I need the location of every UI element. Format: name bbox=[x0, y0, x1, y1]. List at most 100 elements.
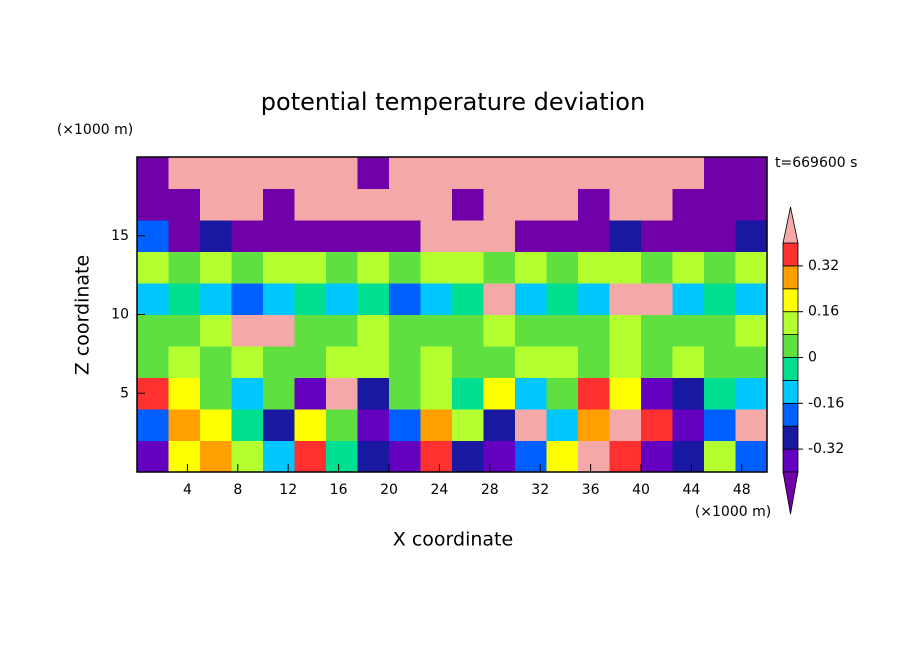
colorbar-tick-label: -0.32 bbox=[808, 441, 844, 457]
contour-cell bbox=[609, 283, 642, 315]
contour-cell bbox=[515, 157, 547, 189]
contour-cell bbox=[168, 409, 201, 441]
contour-cell bbox=[704, 409, 736, 441]
contour-cell bbox=[420, 188, 453, 221]
x-tick-label: 4 bbox=[183, 482, 192, 498]
contour-cell bbox=[515, 188, 547, 221]
contour-cell bbox=[672, 409, 705, 441]
contour-cell bbox=[452, 220, 484, 252]
contour-cell bbox=[420, 346, 453, 378]
contour-cell bbox=[704, 283, 736, 315]
x-tick-label: 8 bbox=[233, 482, 242, 498]
contour-cell bbox=[483, 251, 516, 284]
contour-cell bbox=[641, 314, 673, 347]
contour-cell bbox=[672, 188, 705, 221]
contour-cell bbox=[231, 188, 264, 221]
contour-cell bbox=[168, 283, 201, 315]
contour-cell bbox=[231, 346, 264, 378]
contour-cell bbox=[168, 440, 201, 473]
colorbar-segment bbox=[782, 448, 799, 473]
contour-cell bbox=[357, 157, 390, 189]
contour-cell bbox=[389, 157, 421, 189]
contour-cell bbox=[735, 409, 768, 441]
contour-cell bbox=[546, 346, 579, 378]
contour-cell bbox=[672, 377, 705, 410]
contour-cell bbox=[420, 314, 453, 347]
contour-cell bbox=[231, 377, 264, 410]
contour-cell bbox=[672, 346, 705, 378]
contour-cell bbox=[200, 251, 232, 284]
contour-cell bbox=[294, 409, 327, 441]
contour-cell bbox=[735, 314, 768, 347]
contour-cell bbox=[452, 377, 484, 410]
contour-cell bbox=[515, 440, 547, 473]
contour-cell bbox=[672, 251, 705, 284]
contour-cell bbox=[389, 314, 421, 347]
contour-cell bbox=[263, 440, 295, 473]
contour-cell bbox=[483, 346, 516, 378]
contour-cell bbox=[578, 409, 610, 441]
contour-cell bbox=[420, 251, 453, 284]
contour-cell bbox=[735, 377, 768, 410]
contour-cell bbox=[357, 251, 390, 284]
contour-cell bbox=[641, 220, 673, 252]
contour-cell bbox=[609, 220, 642, 252]
contour-cell bbox=[357, 409, 390, 441]
contour-cell bbox=[137, 283, 169, 315]
contour-cell bbox=[452, 251, 484, 284]
contour-cell bbox=[326, 377, 358, 410]
contour-cell bbox=[546, 251, 579, 284]
y-axis-label: Z coordinate bbox=[72, 255, 94, 375]
colorbar-segment bbox=[782, 265, 799, 290]
contour-cell bbox=[578, 283, 610, 315]
contour-cell bbox=[515, 314, 547, 347]
contour-cell bbox=[546, 440, 579, 473]
contour-cell bbox=[420, 440, 453, 473]
y-tick-label: 15 bbox=[111, 228, 129, 244]
contour-cell bbox=[483, 377, 516, 410]
contour-cell bbox=[263, 251, 295, 284]
x-tick-label: 40 bbox=[632, 482, 650, 498]
contour-cell bbox=[294, 346, 327, 378]
contour-cell bbox=[357, 188, 390, 221]
contour-cell bbox=[578, 157, 610, 189]
colorbar-segment bbox=[782, 402, 799, 427]
contour-cell bbox=[420, 377, 453, 410]
contour-cell bbox=[231, 440, 264, 473]
x-tick-label: 32 bbox=[531, 482, 549, 498]
contour-cell bbox=[168, 220, 201, 252]
colorbar-tick-label: 0.16 bbox=[808, 304, 839, 320]
contour-cell bbox=[452, 314, 484, 347]
contour-cell bbox=[326, 409, 358, 441]
contour-cell bbox=[704, 220, 736, 252]
contour-cell bbox=[294, 377, 327, 410]
contour-cell bbox=[389, 377, 421, 410]
contour-cell bbox=[609, 157, 642, 189]
contour-cell bbox=[231, 220, 264, 252]
contour-cell bbox=[735, 220, 768, 252]
contour-cell bbox=[578, 188, 610, 221]
contour-cell bbox=[389, 409, 421, 441]
contour-cell bbox=[200, 157, 232, 189]
contour-cell bbox=[704, 157, 736, 189]
contour-cell bbox=[389, 251, 421, 284]
contour-cell bbox=[137, 409, 169, 441]
contour-cell bbox=[326, 283, 358, 315]
contour-cell bbox=[294, 440, 327, 473]
contour-cell bbox=[326, 251, 358, 284]
contour-cell bbox=[357, 283, 390, 315]
colorbar-segment bbox=[782, 357, 799, 381]
contour-cell bbox=[168, 188, 201, 221]
contour-cell bbox=[452, 283, 484, 315]
contour-cell bbox=[200, 409, 232, 441]
contour-cell bbox=[735, 251, 768, 284]
contour-cell bbox=[168, 251, 201, 284]
x-tick-label: 20 bbox=[380, 482, 398, 498]
time-label: t=669600 s bbox=[775, 155, 857, 171]
y-units: (×1000 m) bbox=[57, 122, 133, 138]
contour-cell bbox=[137, 157, 169, 189]
contour-cell bbox=[735, 346, 768, 378]
colorbar-segment bbox=[782, 379, 799, 404]
x-tick-label: 44 bbox=[682, 482, 700, 498]
contour-cell bbox=[546, 157, 579, 189]
